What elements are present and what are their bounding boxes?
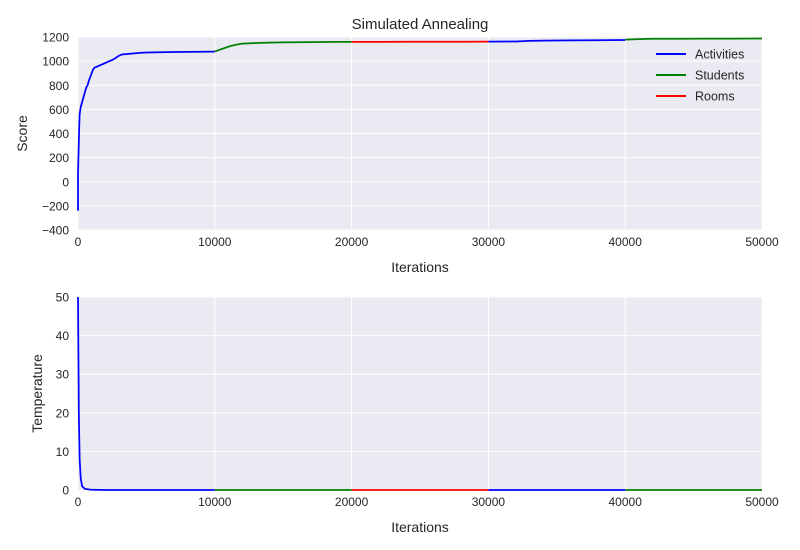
x-tick-label: 30000 [472, 235, 506, 249]
y-tick-label: 50 [56, 291, 70, 305]
series-line-students [625, 37, 763, 41]
x-tick-label: 20000 [335, 495, 369, 509]
series-line-activities [77, 296, 215, 491]
y-tick-label: 800 [49, 79, 69, 93]
x-axis-label: Iterations [391, 519, 449, 535]
y-tick-label: −400 [42, 224, 69, 238]
grid [77, 296, 763, 491]
x-tick-label: 30000 [472, 495, 506, 509]
y-tick-label: 0 [62, 484, 69, 498]
legend-label-students: Students [695, 69, 744, 83]
y-tick-label: 0 [62, 175, 69, 189]
x-tick-label: 0 [75, 495, 82, 509]
y-tick-label: 200 [49, 151, 69, 165]
plot-score: 0 10000 20000 30000 40000 50000 −400 −200 0 200 40… [14, 16, 779, 275]
y-axis-label: Score [14, 115, 30, 152]
series-line-students [214, 40, 352, 53]
legend-label-activities: Activities [695, 48, 744, 62]
y-tick-label: −200 [42, 199, 69, 213]
series-lines [77, 296, 762, 491]
series-line-activities [77, 50, 215, 211]
plot-area [78, 297, 762, 490]
chart-title: Simulated Annealing [352, 16, 489, 33]
legend: Activities Students Rooms [656, 48, 744, 104]
y-tick-label: 40 [56, 329, 70, 343]
grid [77, 36, 763, 231]
y-axis-label: Temperature [29, 354, 45, 433]
x-tick-label: 20000 [335, 235, 369, 249]
x-tick-label: 40000 [609, 235, 643, 249]
x-axis-label: Iterations [391, 259, 449, 275]
x-tick-label: 50000 [745, 235, 779, 249]
legend-label-rooms: Rooms [695, 90, 735, 104]
series-line-activities [488, 39, 626, 43]
y-tick-label: 600 [49, 103, 69, 117]
y-tick-label: 400 [49, 127, 69, 141]
x-tick-label: 10000 [198, 235, 232, 249]
y-tick-label: 30 [56, 368, 70, 382]
x-tick-label: 10000 [198, 495, 232, 509]
y-tick-label: 10 [56, 445, 70, 459]
plot-temperature: 0 10000 20000 30000 40000 50000 0 10 20 30 40 50 Ite… [29, 291, 779, 536]
x-tick-label: 50000 [745, 495, 779, 509]
x-tick-label: 0 [75, 235, 82, 249]
y-tick-label: 1200 [42, 31, 69, 45]
y-tick-label: 1000 [42, 55, 69, 69]
series-lines [77, 37, 763, 211]
y-tick-label: 20 [56, 406, 70, 420]
x-tick-label: 40000 [609, 495, 643, 509]
